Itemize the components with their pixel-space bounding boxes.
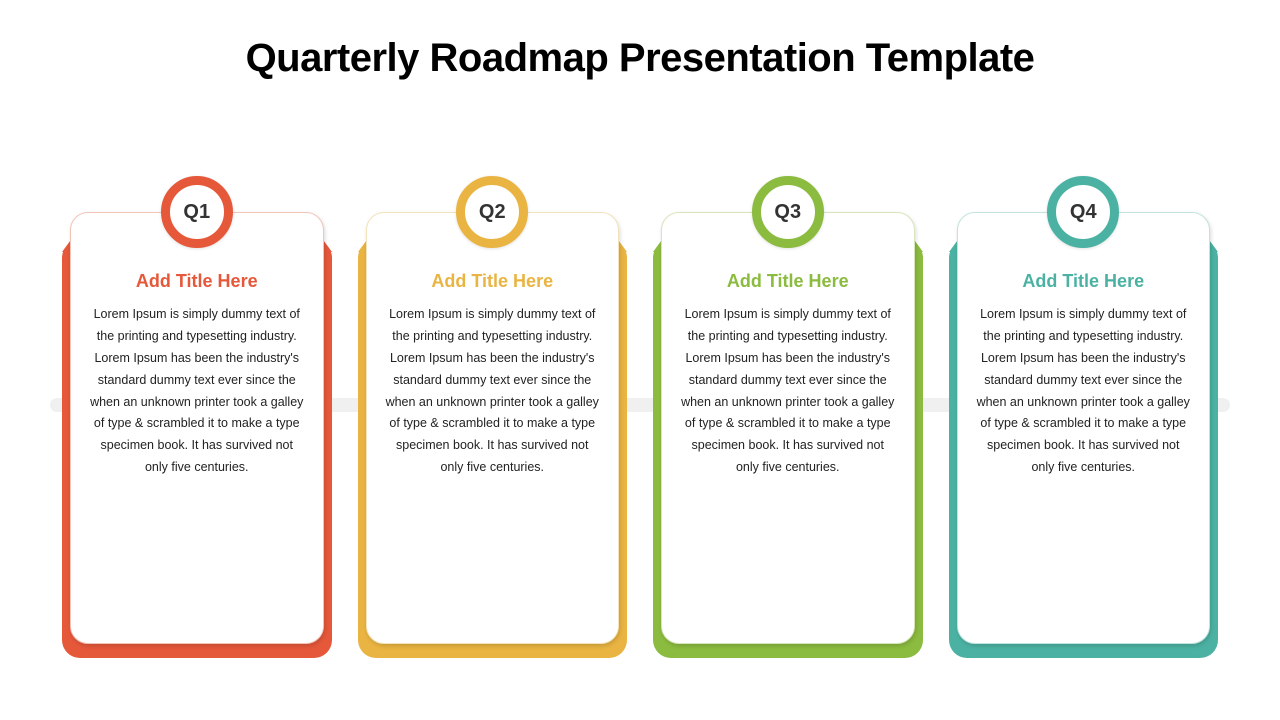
card-body-q1: Lorem Ipsum is simply dummy text of the … bbox=[89, 304, 305, 479]
quarter-badge-label-q2: Q2 bbox=[479, 201, 506, 224]
card-body-q2: Lorem Ipsum is simply dummy text of the … bbox=[385, 304, 601, 479]
quarter-badge-q4: Q4 bbox=[1047, 176, 1119, 248]
card-front-q2: Add Title Here Lorem Ipsum is simply dum… bbox=[366, 212, 620, 644]
card-body-q3: Lorem Ipsum is simply dummy text of the … bbox=[680, 304, 896, 479]
quarter-badge-label-q1: Q1 bbox=[183, 201, 210, 224]
card-front-q3: Add Title Here Lorem Ipsum is simply dum… bbox=[661, 212, 915, 644]
card-body-q4: Lorem Ipsum is simply dummy text of the … bbox=[976, 304, 1192, 479]
card-title-q3: Add Title Here bbox=[727, 271, 849, 292]
quarter-badge-q2: Q2 bbox=[456, 176, 528, 248]
quarter-badge-label-q4: Q4 bbox=[1070, 201, 1097, 224]
card-title-q1: Add Title Here bbox=[136, 271, 258, 292]
card-front-q4: Add Title Here Lorem Ipsum is simply dum… bbox=[957, 212, 1211, 644]
quarter-badge-q3: Q3 bbox=[752, 176, 824, 248]
card-title-q4: Add Title Here bbox=[1022, 271, 1144, 292]
card-front-q1: Add Title Here Lorem Ipsum is simply dum… bbox=[70, 212, 324, 644]
page-title: Quarterly Roadmap Presentation Template bbox=[0, 0, 1280, 81]
card-title-q2: Add Title Here bbox=[431, 271, 553, 292]
quarter-badge-label-q3: Q3 bbox=[774, 201, 801, 224]
quarter-badge-q1: Q1 bbox=[161, 176, 233, 248]
